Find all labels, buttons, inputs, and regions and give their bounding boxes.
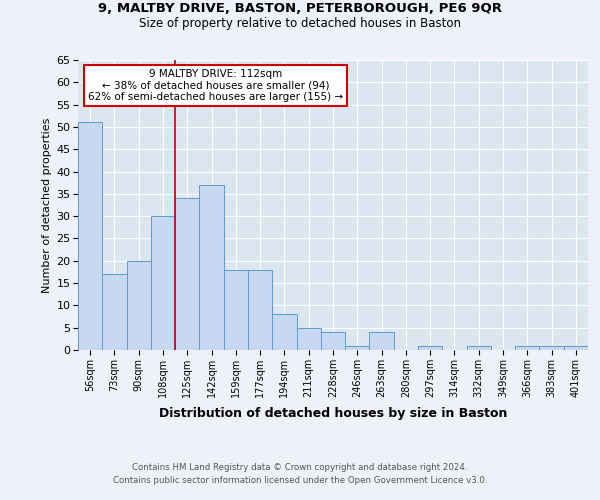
Bar — [467, 346, 491, 350]
Text: 9 MALTBY DRIVE: 112sqm
← 38% of detached houses are smaller (94)
62% of semi-det: 9 MALTBY DRIVE: 112sqm ← 38% of detached… — [88, 68, 343, 102]
Bar — [151, 216, 175, 350]
Text: 9, MALTBY DRIVE, BASTON, PETERBOROUGH, PE6 9QR: 9, MALTBY DRIVE, BASTON, PETERBOROUGH, P… — [98, 2, 502, 16]
Text: Size of property relative to detached houses in Baston: Size of property relative to detached ho… — [139, 18, 461, 30]
Bar — [515, 346, 539, 350]
Bar — [127, 261, 151, 350]
Bar — [248, 270, 272, 350]
Bar — [418, 346, 442, 350]
Bar — [370, 332, 394, 350]
Bar — [272, 314, 296, 350]
Bar — [296, 328, 321, 350]
Bar — [224, 270, 248, 350]
Bar — [564, 346, 588, 350]
Text: Contains public sector information licensed under the Open Government Licence v3: Contains public sector information licen… — [113, 476, 487, 485]
Y-axis label: Number of detached properties: Number of detached properties — [42, 118, 52, 292]
Bar — [199, 185, 224, 350]
Bar — [78, 122, 102, 350]
Bar — [345, 346, 370, 350]
Bar — [321, 332, 345, 350]
Text: Contains HM Land Registry data © Crown copyright and database right 2024.: Contains HM Land Registry data © Crown c… — [132, 462, 468, 471]
Bar — [102, 274, 127, 350]
Text: Distribution of detached houses by size in Baston: Distribution of detached houses by size … — [159, 408, 507, 420]
Bar — [175, 198, 199, 350]
Bar — [539, 346, 564, 350]
